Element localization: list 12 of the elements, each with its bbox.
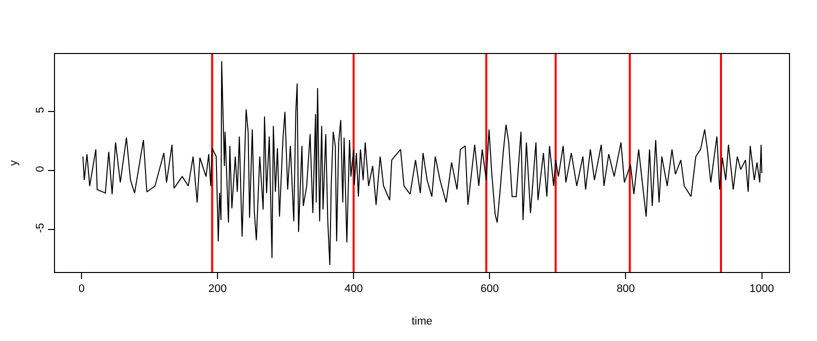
- y-axis-title: y: [8, 160, 20, 166]
- x-tick-label: 600: [480, 283, 499, 296]
- x-tick-label: 1000: [750, 283, 774, 296]
- y-tick-label: 0: [34, 166, 47, 172]
- x-axis-title: time: [412, 315, 432, 328]
- x-tick-label: 200: [208, 283, 227, 296]
- x-tick-label: 400: [344, 283, 363, 296]
- x-tick-label: 0: [78, 283, 85, 296]
- line-series: [82, 60, 762, 266]
- y-tick-label: -5: [34, 223, 47, 233]
- x-tick-label: 800: [616, 283, 635, 296]
- y-tick-label: 5: [34, 107, 47, 114]
